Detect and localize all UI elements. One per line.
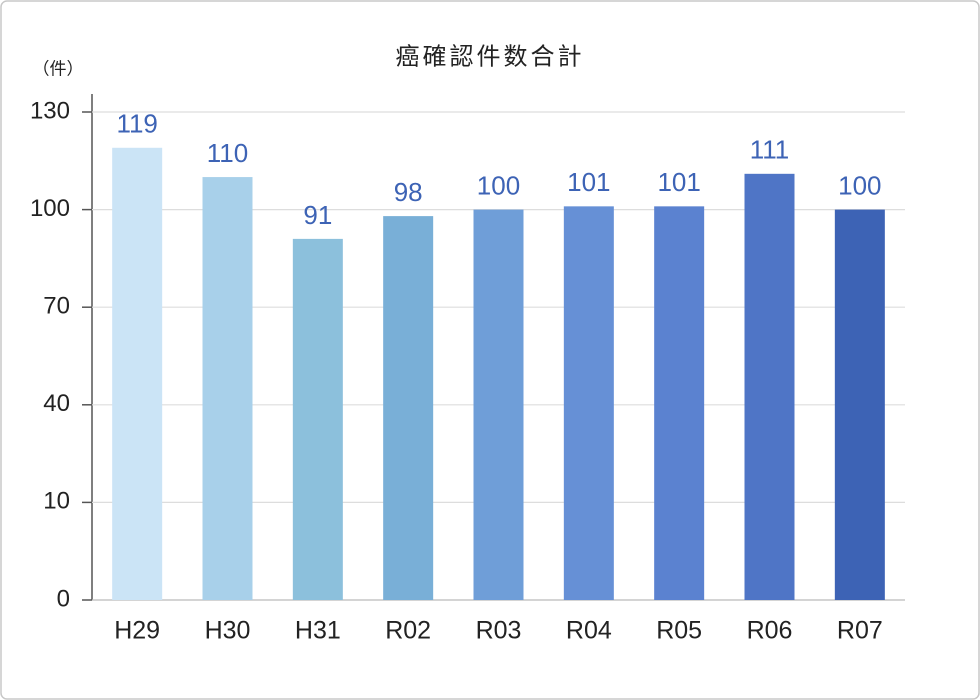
- x-tick-label: R04: [566, 617, 612, 645]
- y-tick-label: 40: [43, 390, 70, 417]
- bar: [292, 238, 343, 600]
- value-label: 119: [116, 109, 157, 139]
- x-tick-label: R06: [747, 617, 793, 645]
- y-tick-label: 10: [43, 488, 70, 515]
- value-label: 100: [838, 170, 881, 200]
- chart-title: 癌確認件数合計: [396, 43, 585, 70]
- bar: [112, 147, 163, 600]
- x-tick-label: R02: [385, 617, 431, 645]
- value-label: 101: [657, 167, 700, 197]
- value-label: 100: [477, 170, 520, 200]
- bar: [202, 177, 253, 601]
- x-tick-label: R03: [476, 617, 522, 645]
- bar: [383, 216, 434, 600]
- x-tick-label: H30: [205, 617, 251, 645]
- bar: [834, 209, 885, 600]
- y-tick-label: 130: [30, 97, 70, 124]
- x-tick-label: H31: [295, 617, 341, 645]
- bar: [744, 173, 795, 600]
- x-tick-label: R07: [837, 617, 883, 645]
- bar: [563, 206, 614, 600]
- bar: [654, 206, 705, 600]
- y-tick-label: 70: [43, 293, 70, 320]
- x-tick-label: R05: [656, 617, 702, 645]
- y-unit-label: （件）: [33, 59, 84, 78]
- value-label: 91: [303, 200, 332, 230]
- bar: [473, 209, 524, 600]
- value-label: 111: [750, 135, 790, 165]
- y-tick-label: 100: [30, 195, 70, 222]
- value-label: 98: [394, 177, 423, 207]
- y-tick-label: 0: [57, 585, 70, 612]
- x-tick-label: H29: [114, 617, 160, 645]
- value-label: 101: [567, 167, 610, 197]
- value-label: 110: [207, 138, 248, 168]
